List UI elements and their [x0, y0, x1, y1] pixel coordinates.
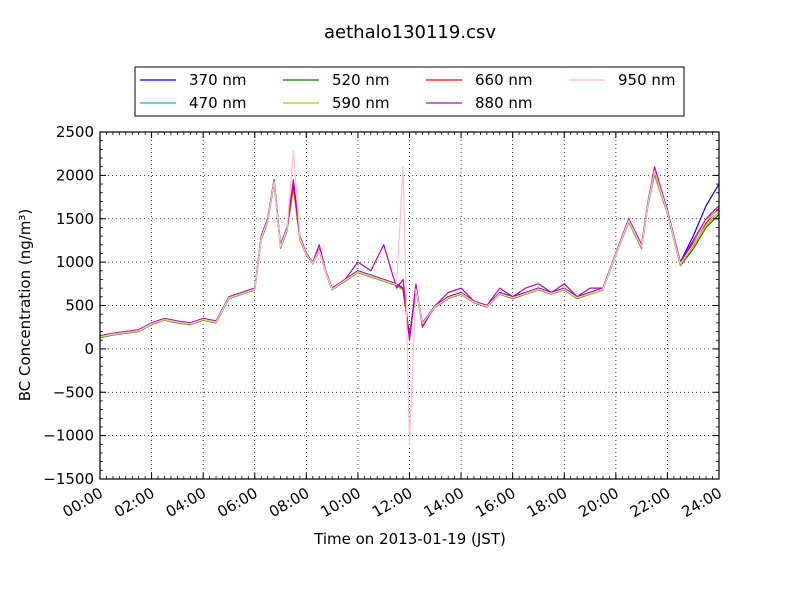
legend-label: 660 nm: [475, 71, 533, 89]
y-tick-label: 2000: [56, 166, 94, 184]
y-tick-label: 500: [65, 297, 94, 315]
y-tick-label: 2500: [56, 123, 94, 141]
y-tick-label: 1500: [56, 210, 94, 228]
y-tick-label: 1000: [56, 253, 94, 271]
legend: 370 nm 470 nm 520 nm 590 nm 660 nm 880 nm 950 …: [134, 66, 685, 117]
x-axis-label: Time on 2013-01-19 (JST): [313, 530, 506, 548]
chart-title: aethalo130119.csv: [324, 22, 496, 43]
legend-label: 470 nm: [189, 94, 247, 112]
legend-label: 370 nm: [189, 71, 247, 89]
series-lines: [99, 150, 720, 445]
legend-box: [134, 66, 685, 117]
y-axis-label: BC Concentration (ng/m³): [16, 209, 34, 402]
y-tick-label: −1500: [43, 470, 94, 488]
y-tick-label: 0: [84, 340, 94, 358]
legend-label: 520 nm: [332, 71, 390, 89]
legend-label: 590 nm: [332, 94, 390, 112]
legend-label: 950 nm: [618, 71, 676, 89]
series-line-950-nm: [99, 150, 720, 445]
y-tick-label: −1000: [43, 427, 94, 445]
y-tick-label: −500: [53, 383, 94, 401]
legend-label: 880 nm: [475, 94, 533, 112]
